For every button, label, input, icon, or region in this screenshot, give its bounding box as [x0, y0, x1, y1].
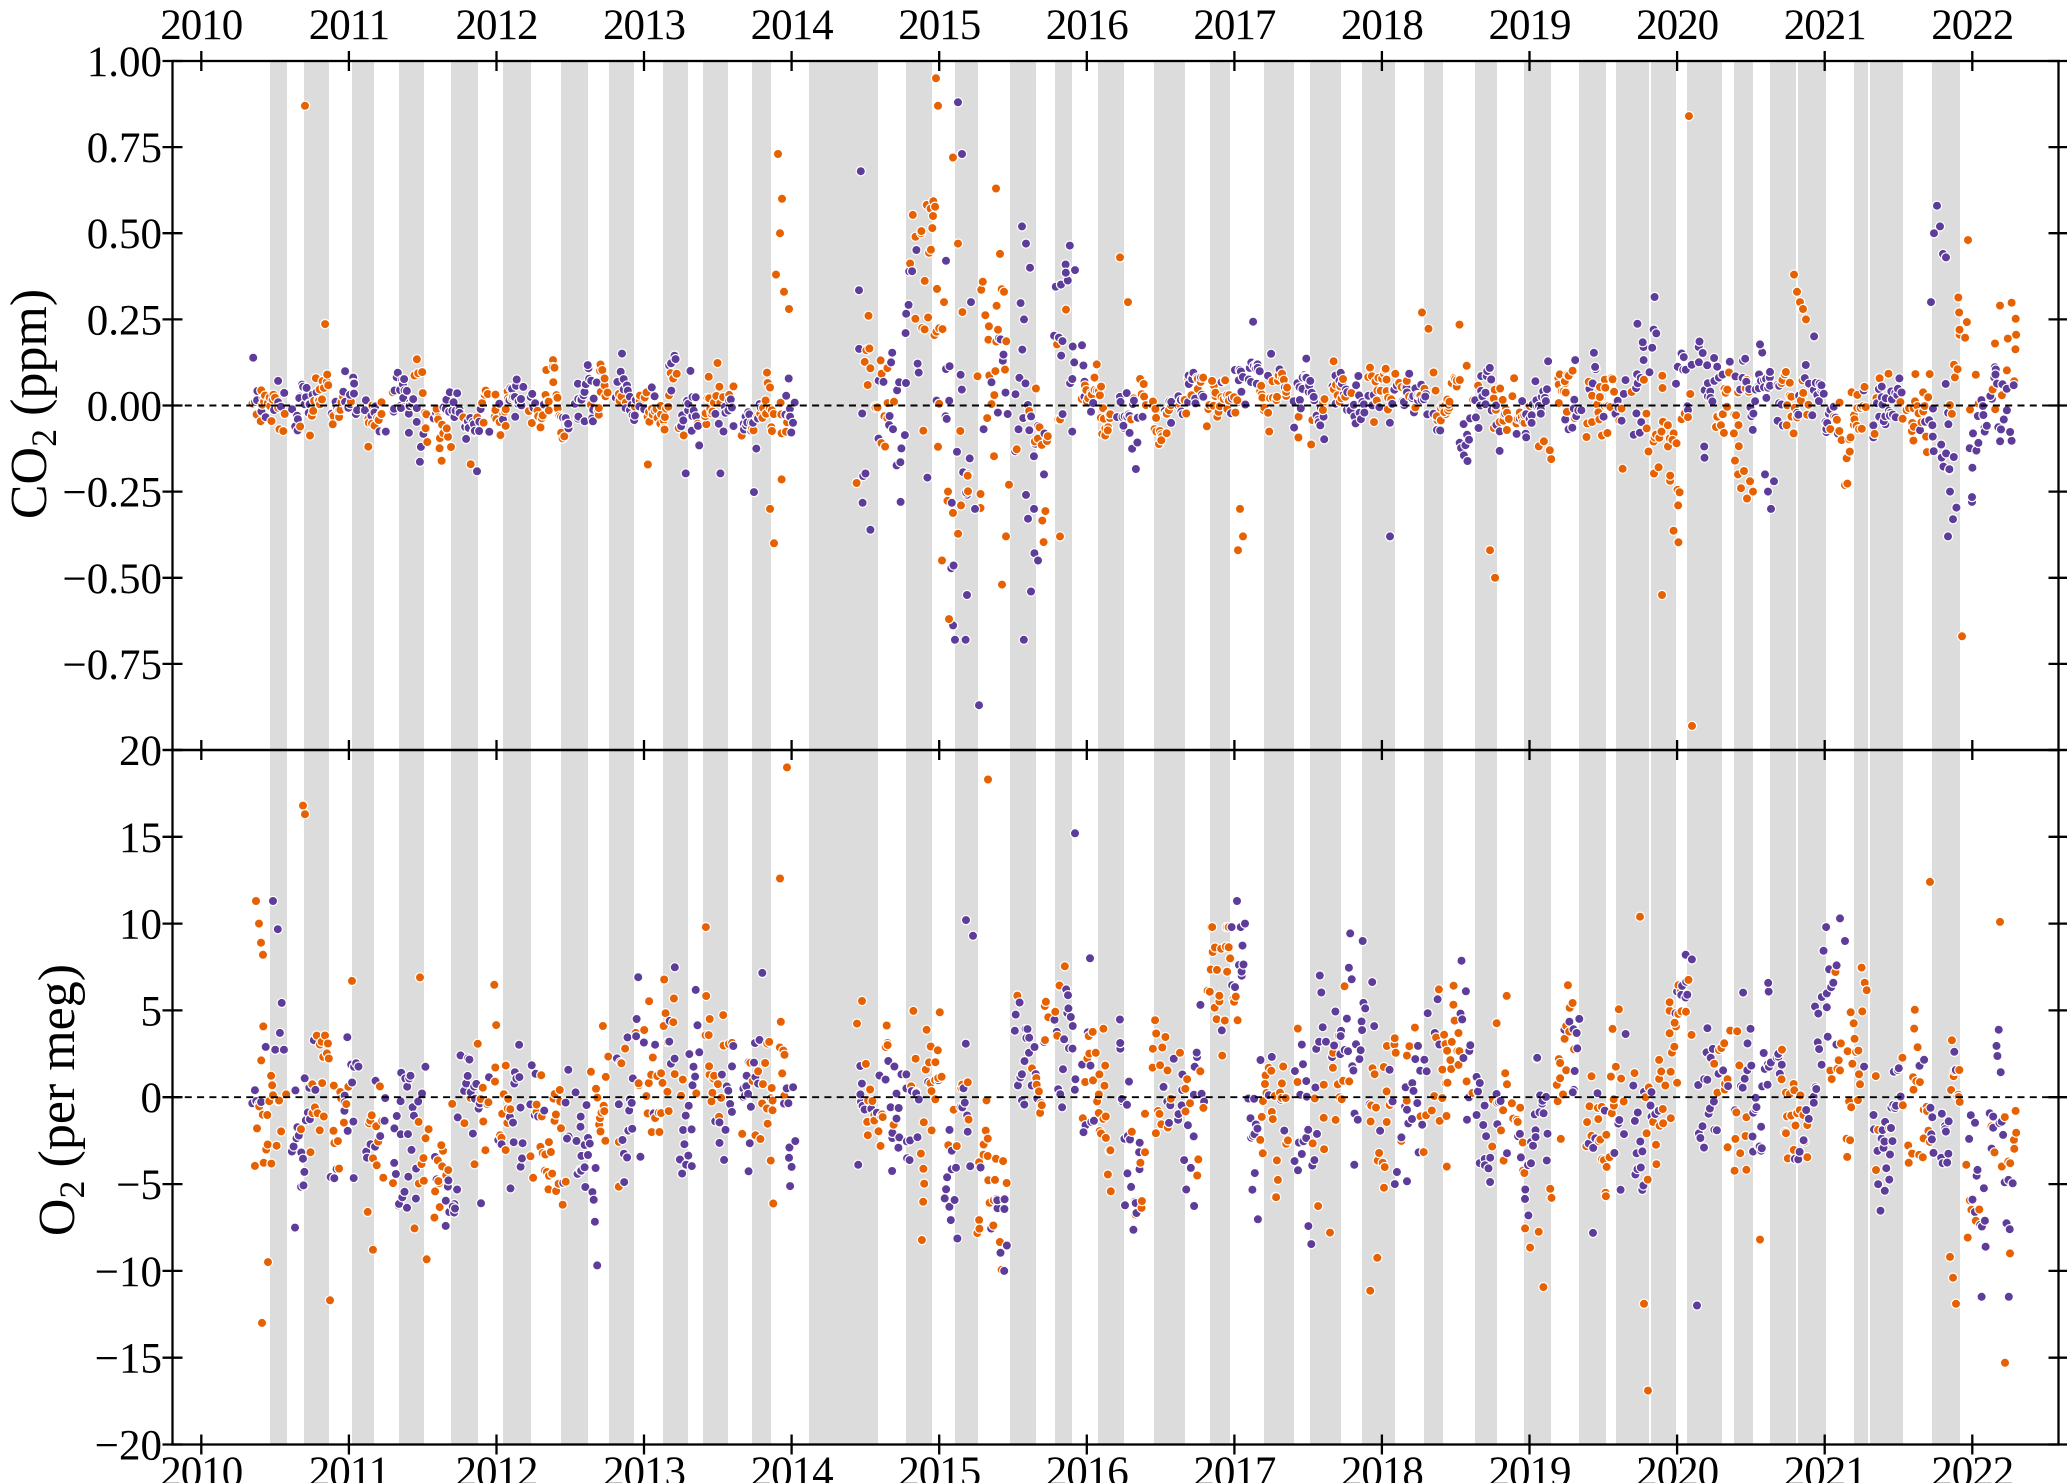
svg-text:CO2 (ppm): CO2 (ppm) — [1, 289, 64, 519]
svg-text:2020: 2020 — [1636, 2, 1718, 49]
svg-text:0.75: 0.75 — [87, 125, 162, 172]
svg-text:0.25: 0.25 — [87, 297, 162, 344]
svg-text:−20: −20 — [95, 1423, 162, 1470]
svg-text:2010: 2010 — [160, 2, 242, 49]
svg-text:2016: 2016 — [1046, 2, 1129, 49]
svg-text:20: 20 — [119, 728, 162, 775]
svg-text:−0.50: −0.50 — [62, 556, 162, 603]
svg-text:2018: 2018 — [1341, 1449, 1423, 1483]
svg-text:2019: 2019 — [1489, 2, 1571, 49]
svg-text:−15: −15 — [95, 1336, 162, 1383]
svg-text:2014: 2014 — [751, 2, 834, 49]
svg-text:2017: 2017 — [1193, 1449, 1276, 1483]
svg-text:0.00: 0.00 — [87, 384, 162, 431]
svg-text:2015: 2015 — [898, 2, 980, 49]
svg-text:2016: 2016 — [1046, 1449, 1129, 1483]
svg-text:−10: −10 — [95, 1249, 162, 1296]
svg-text:2014: 2014 — [751, 1449, 834, 1483]
svg-text:2022: 2022 — [1931, 1449, 2013, 1483]
svg-text:2021: 2021 — [1784, 1449, 1866, 1483]
svg-text:2020: 2020 — [1636, 1449, 1718, 1483]
svg-text:−0.25: −0.25 — [62, 470, 162, 517]
svg-text:2018: 2018 — [1341, 2, 1423, 49]
svg-text:2011: 2011 — [309, 2, 389, 49]
svg-text:2011: 2011 — [309, 1449, 389, 1483]
svg-text:2013: 2013 — [603, 1449, 685, 1483]
svg-text:2010: 2010 — [160, 1449, 242, 1483]
svg-text:2015: 2015 — [898, 1449, 980, 1483]
svg-text:2013: 2013 — [603, 2, 685, 49]
svg-text:5: 5 — [141, 988, 163, 1035]
svg-text:1.00: 1.00 — [87, 39, 162, 86]
svg-text:2022: 2022 — [1931, 2, 2013, 49]
svg-text:0.50: 0.50 — [87, 211, 162, 258]
svg-text:2017: 2017 — [1193, 2, 1276, 49]
svg-text:−5: −5 — [116, 1162, 162, 1209]
svg-text:10: 10 — [119, 902, 162, 949]
svg-text:15: 15 — [119, 815, 162, 862]
svg-text:2012: 2012 — [456, 1449, 538, 1483]
svg-text:−0.75: −0.75 — [62, 642, 162, 689]
svg-text:2012: 2012 — [456, 2, 538, 49]
svg-text:2019: 2019 — [1489, 1449, 1571, 1483]
svg-text:0: 0 — [141, 1075, 163, 1122]
svg-text:2021: 2021 — [1784, 2, 1866, 49]
